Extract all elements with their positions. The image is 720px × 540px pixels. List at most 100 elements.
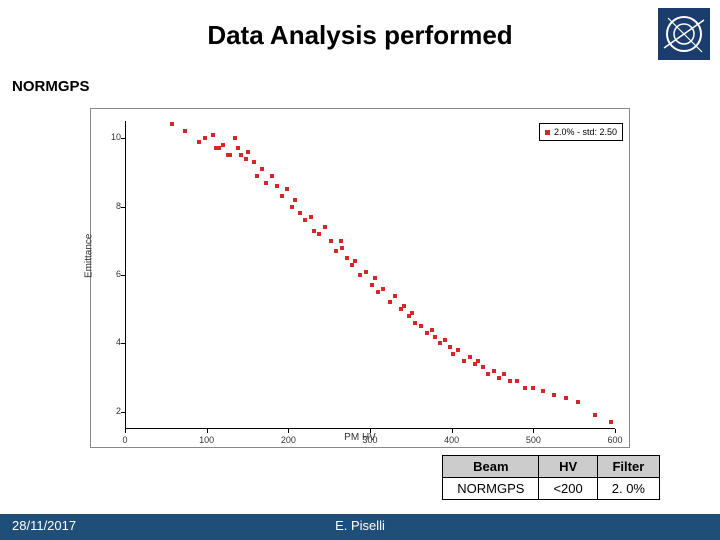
data-point — [183, 129, 187, 133]
data-point — [280, 194, 284, 198]
footer-bar: 28/11/2017 E. Piselli — [0, 514, 720, 540]
data-point — [410, 311, 414, 315]
data-point — [502, 372, 506, 376]
subtitle: NORMGPS — [12, 78, 90, 95]
data-point — [541, 389, 545, 393]
cern-logo — [658, 8, 710, 60]
data-point — [430, 328, 434, 332]
legend-marker-icon — [545, 130, 550, 135]
data-point — [443, 338, 447, 342]
ytick-label: 4 — [93, 337, 121, 347]
xtick — [533, 429, 534, 433]
data-point — [407, 314, 411, 318]
data-point — [303, 218, 307, 222]
data-point — [350, 263, 354, 267]
xtick — [452, 429, 453, 433]
data-point — [433, 335, 437, 339]
data-point — [270, 174, 274, 178]
ytick — [121, 412, 125, 413]
table-header-filter: Filter — [597, 456, 659, 478]
data-point — [486, 372, 490, 376]
data-point — [576, 400, 580, 404]
data-point — [492, 369, 496, 373]
data-point — [593, 413, 597, 417]
data-point — [419, 324, 423, 328]
data-point — [255, 174, 259, 178]
data-point — [381, 287, 385, 291]
xtick-label: 400 — [437, 435, 467, 445]
data-point — [309, 215, 313, 219]
xtick-label: 0 — [110, 435, 140, 445]
footer-author: E. Piselli — [335, 518, 385, 533]
table-cell-hv: <200 — [539, 478, 597, 500]
footer-date: 28/11/2017 — [12, 518, 76, 533]
data-point — [197, 140, 201, 144]
data-point — [203, 136, 207, 140]
data-point — [244, 157, 248, 161]
xtick — [207, 429, 208, 433]
data-point — [339, 239, 343, 243]
legend-label: 2.0% - std: 2.50 — [554, 127, 617, 137]
xtick — [615, 429, 616, 433]
data-point — [228, 153, 232, 157]
table-cell-filter: 2. 0% — [597, 478, 659, 500]
data-point — [468, 355, 472, 359]
chart-legend: 2.0% - std: 2.50 — [539, 123, 623, 141]
data-point — [531, 386, 535, 390]
data-point — [609, 420, 613, 424]
xtick — [125, 429, 126, 433]
data-point — [233, 136, 237, 140]
data-point — [376, 290, 380, 294]
data-point — [393, 294, 397, 298]
data-point — [462, 359, 466, 363]
data-point — [340, 246, 344, 250]
data-point — [515, 379, 519, 383]
data-point — [456, 348, 460, 352]
data-point — [402, 304, 406, 308]
data-point — [399, 307, 403, 311]
data-point — [252, 160, 256, 164]
data-point — [413, 321, 417, 325]
ytick — [121, 343, 125, 344]
ytick — [121, 207, 125, 208]
data-point — [211, 133, 215, 137]
data-point — [260, 167, 264, 171]
data-point — [236, 146, 240, 150]
data-point — [239, 153, 243, 157]
data-point — [523, 386, 527, 390]
data-point — [451, 352, 455, 356]
scatter-chart: Emittance PM HV 246810010020030040050060… — [90, 108, 630, 448]
data-point — [323, 225, 327, 229]
data-point — [448, 345, 452, 349]
data-point — [298, 211, 302, 215]
data-point — [564, 396, 568, 400]
info-table: Beam HV Filter NORMGPS <200 2. 0% — [442, 455, 660, 500]
data-point — [170, 122, 174, 126]
data-point — [246, 150, 250, 154]
xtick-label: 100 — [192, 435, 222, 445]
data-point — [329, 239, 333, 243]
xtick — [370, 429, 371, 433]
data-point — [508, 379, 512, 383]
data-point — [438, 341, 442, 345]
data-point — [425, 331, 429, 335]
data-point — [221, 143, 225, 147]
data-point — [334, 249, 338, 253]
table-header-hv: HV — [539, 456, 597, 478]
data-point — [370, 283, 374, 287]
data-point — [364, 270, 368, 274]
data-point — [373, 276, 377, 280]
xtick-label: 600 — [600, 435, 630, 445]
data-point — [275, 184, 279, 188]
data-point — [497, 376, 501, 380]
xtick — [288, 429, 289, 433]
ytick — [121, 138, 125, 139]
data-point — [217, 146, 221, 150]
data-point — [353, 259, 357, 263]
data-point — [476, 359, 480, 363]
ytick-label: 2 — [93, 406, 121, 416]
data-point — [312, 229, 316, 233]
ytick-label: 6 — [93, 269, 121, 279]
ytick-label: 10 — [93, 132, 121, 142]
data-point — [290, 205, 294, 209]
